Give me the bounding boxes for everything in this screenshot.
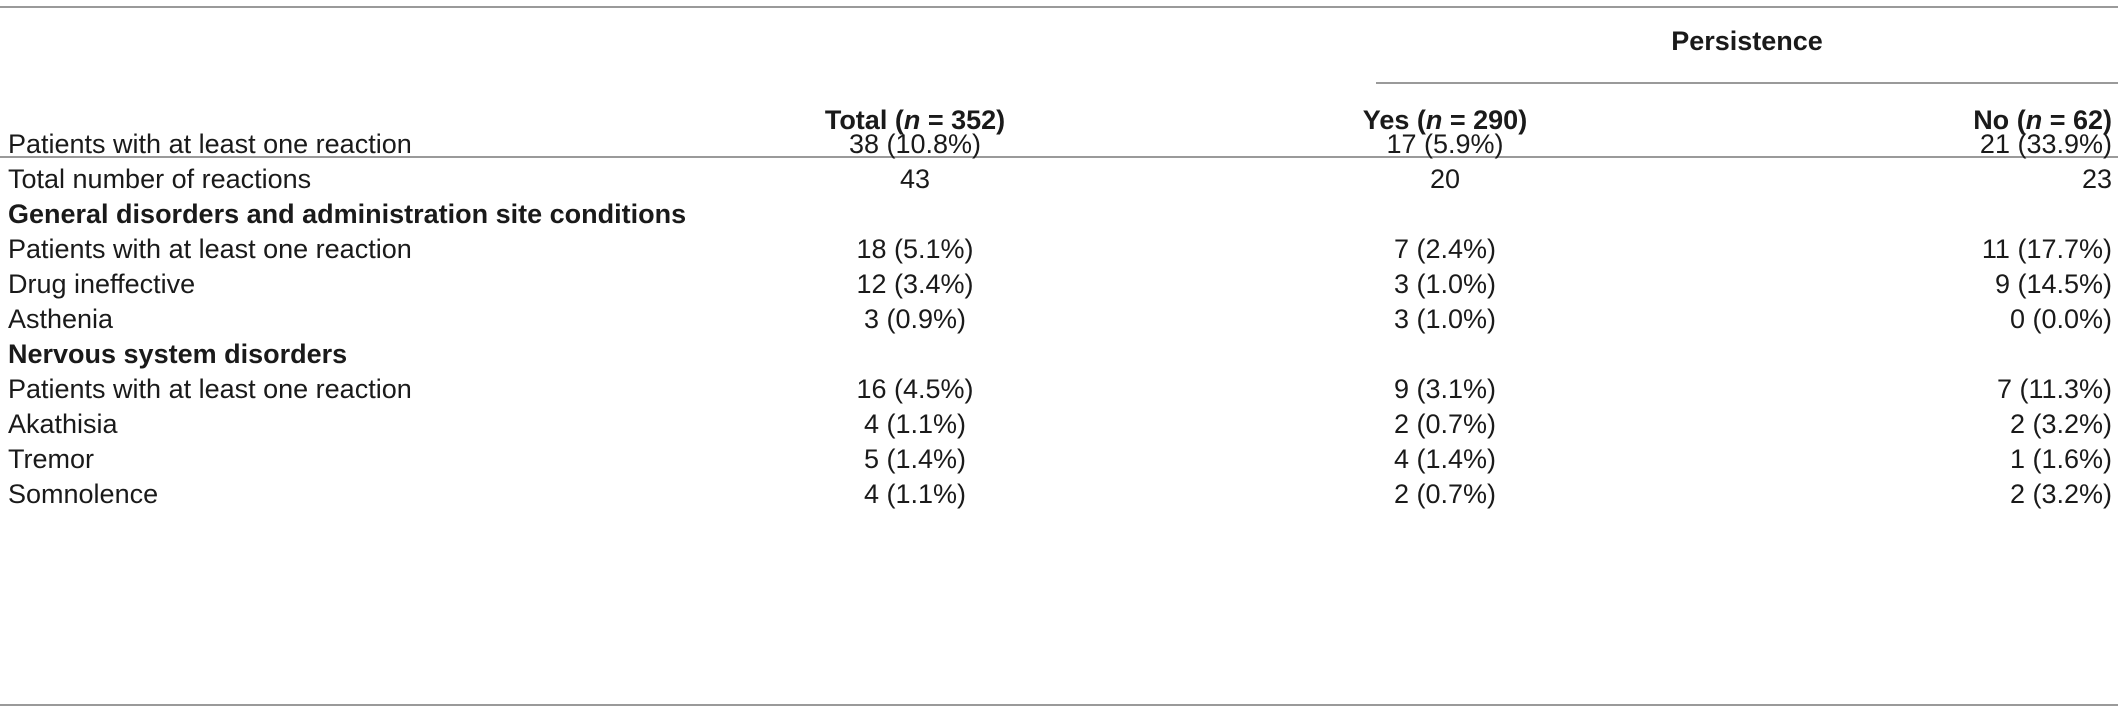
group-header-rule [1376,82,2118,84]
cell-no: 23 [2081,164,2112,194]
row-label: Patients with at least one reaction [8,129,412,159]
cell-yes: 20 [1429,164,1461,194]
cell-total: 12 (3.4%) [856,269,974,299]
column-header-total: Total (n = 352) [700,103,1130,137]
row-label: Tremor [8,444,94,474]
row-label: Akathisia [8,409,118,439]
column-header-no-label: No [1973,105,2010,135]
row-label: Asthenia [8,304,114,334]
cell-total: 18 (5.1%) [856,234,974,264]
cell-yes: 3 (1.0%) [1393,269,1497,299]
cell-total: 4 (1.1%) [863,409,967,439]
row-label: Patients with at least one reaction [8,374,412,404]
section-heading: Nervous system disorders [8,339,348,369]
cell-total: 3 (0.9%) [863,304,967,334]
column-header-total-n-suffix: = 352) [920,105,1006,135]
column-header-yes-n-suffix: = 290) [1442,105,1528,135]
row-label: Patients with at least one reaction [8,234,412,264]
cell-yes: 4 (1.4%) [1393,444,1497,474]
column-header-no-n-suffix: = 62) [2042,105,2112,135]
column-header-yes-n-italic: n [1425,105,1443,135]
cell-total: 5 (1.4%) [863,444,967,474]
persistence-group-header: Persistence [1671,26,1823,56]
cell-no: 9 (14.5%) [1994,269,2112,299]
cell-total: 4 (1.1%) [863,479,967,509]
column-header-yes-label: Yes [1362,105,1410,135]
cell-no: 21 (33.9%) [1979,129,2112,159]
bottom-rule [0,704,2118,706]
cell-yes: 2 (0.7%) [1393,409,1497,439]
cell-no: 0 (0.0%) [2009,304,2112,334]
row-label: Drug ineffective [8,269,196,299]
cell-yes: 2 (0.7%) [1393,479,1497,509]
cell-no: 1 (1.6%) [2009,444,2112,474]
cell-total: 38 (10.8%) [848,129,982,159]
column-header-total-n-italic: n [903,105,921,135]
cell-no: 2 (3.2%) [2009,479,2112,509]
section-heading: General disorders and administration sit… [8,199,687,229]
column-header-total-label: Total [824,105,888,135]
column-header-yes: Yes (n = 290) [1230,103,1660,137]
cell-total: 43 [899,164,931,194]
top-rule [0,6,2118,8]
cell-yes: 3 (1.0%) [1393,304,1497,334]
cell-yes: 9 (3.1%) [1393,374,1497,404]
cell-total: 16 (4.5%) [856,374,974,404]
header-rule [0,156,2118,158]
column-header-no: No (n = 62) [1973,103,2112,137]
cell-no: 7 (11.3%) [1996,374,2112,404]
row-label: Total number of reactions [8,164,312,194]
column-header-no-n-italic: n [2025,105,2043,135]
cell-no: 11 (17.7%) [1981,234,2112,264]
cell-no: 2 (3.2%) [2009,409,2112,439]
column-header-yes-n-prefix: ( [1416,105,1426,135]
column-header-no-n-prefix: ( [2016,105,2026,135]
row-label: Somnolence [8,479,159,509]
cell-yes: 7 (2.4%) [1393,234,1497,264]
column-header-total-n-prefix: ( [894,105,904,135]
cell-yes: 17 (5.9%) [1386,129,1504,159]
